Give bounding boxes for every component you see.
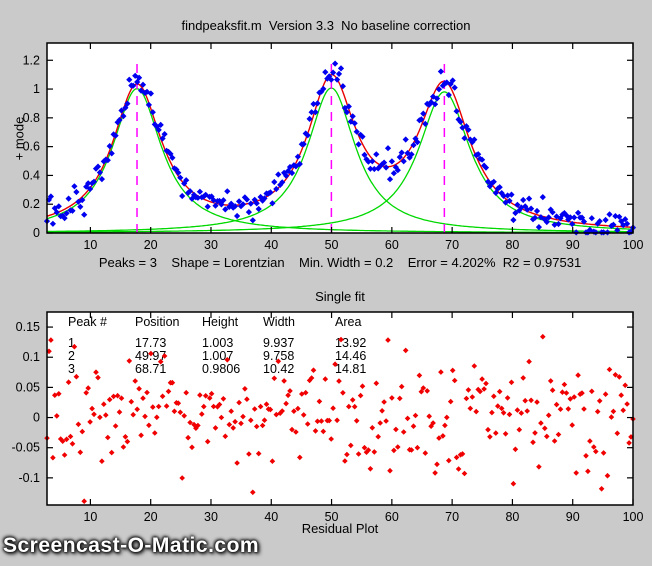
component-curve-2 — [46, 87, 632, 233]
fit-table-cell: 1 — [68, 336, 75, 350]
residual-x-tick-label: 30 — [204, 510, 218, 524]
fit-table-cell: 14.81 — [335, 362, 366, 376]
fit-table-header: Width — [263, 315, 295, 329]
signal-data-points — [43, 60, 637, 236]
fit-table-header: Peak # — [68, 315, 107, 329]
signal-x-tick-label: 90 — [566, 238, 580, 252]
fit-table-cell: 13.92 — [335, 336, 366, 350]
residual-x-tick-label: 40 — [264, 510, 278, 524]
signal-x-tick-label: 30 — [204, 238, 218, 252]
fit-table-cell: 10.42 — [263, 362, 294, 376]
fit-table-header: Position — [135, 315, 180, 329]
residual-y-tick-label: -0.05 — [12, 441, 41, 455]
signal-x-tick-label: 20 — [144, 238, 158, 252]
signal-y-tick-label: 0.4 — [23, 168, 40, 182]
residual-plot-area — [47, 312, 633, 505]
signal-x-tick-label: 40 — [264, 238, 278, 252]
signal-x-tick-label: 60 — [385, 238, 399, 252]
fit-table-cell: 9.937 — [263, 336, 294, 350]
residual-y-tick-label: 0.1 — [23, 350, 40, 364]
fit-table-cell: 14.46 — [335, 349, 366, 363]
signal-x-tick-label: 100 — [623, 238, 644, 252]
residual-x-tick-label: 100 — [623, 510, 644, 524]
signal-x-tick-label: 70 — [445, 238, 459, 252]
fit-table-header: Area — [335, 315, 361, 329]
residual-x-tick-label: 50 — [325, 510, 339, 524]
residual-x-tick-label: 20 — [144, 510, 158, 524]
residual-x-tick-label: 60 — [385, 510, 399, 524]
fit-table-cell: 17.73 — [135, 336, 166, 350]
figure-title: findpeaksfit.m Version 3.3 No baseline c… — [181, 18, 471, 33]
signal-x-tick-label: 10 — [83, 238, 97, 252]
residual-x-tick-label: 10 — [83, 510, 97, 524]
fit-table-cell: 68.71 — [135, 362, 166, 376]
signal-y-tick-label: 0.6 — [23, 140, 40, 154]
residual-y-tick-label: 0 — [33, 411, 40, 425]
fit-table-cell: 0.9806 — [202, 362, 240, 376]
signal-y-tick-label: 1.2 — [23, 53, 40, 67]
signal-x-tick-label: 80 — [505, 238, 519, 252]
residual-plot-title: Single fit — [315, 289, 365, 304]
fit-parameters-annotation: Peaks = 3 Shape = Lorentzian Min. Width … — [98, 255, 582, 270]
fit-table-cell: 2 — [68, 349, 75, 363]
fit-table-cell: 9.758 — [263, 349, 294, 363]
residual-y-tick-label: 0.05 — [16, 380, 40, 394]
fit-table-cell: 3 — [68, 362, 75, 376]
residual-y-tick-label: 0.15 — [16, 320, 40, 334]
signal-y-tick-label: 1 — [33, 82, 40, 96]
residual-y-tick-label: -0.1 — [18, 471, 40, 485]
residual-x-tick-label: 80 — [505, 510, 519, 524]
fit-table-header: Height — [202, 315, 239, 329]
residual-x-tick-label: 90 — [566, 510, 580, 524]
screencast-watermark: Screencast-O-Matic.com — [3, 534, 260, 557]
signal-y-tick-label: 0.8 — [23, 111, 40, 125]
residual-plot-xlabel: Residual Plot — [301, 521, 379, 536]
residual-frame — [46, 311, 634, 506]
component-curve-1 — [46, 88, 632, 234]
signal-y-tick-label: 0 — [33, 226, 40, 240]
fit-table-cell: 1.003 — [202, 336, 233, 350]
signal-y-tick-label: 0.2 — [23, 197, 40, 211]
residual-x-tick-label: 70 — [445, 510, 459, 524]
signal-plot-area — [47, 43, 633, 233]
signal-frame — [46, 42, 634, 234]
signal-x-tick-label: 50 — [325, 238, 339, 252]
